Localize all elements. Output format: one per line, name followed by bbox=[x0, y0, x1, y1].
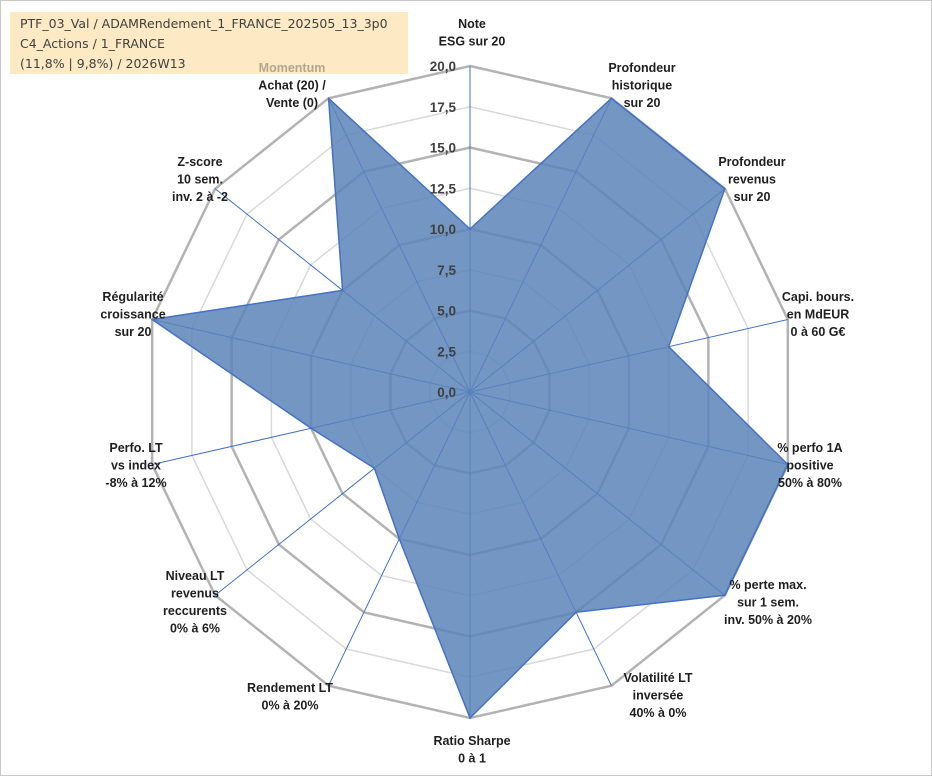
axis-label: Perfo. LT vs index -8% à 12% bbox=[105, 441, 166, 490]
tick-label: 0,0 bbox=[437, 385, 456, 400]
radar-axis-labels: Note ESG sur 20 Profondeur historique sur 20… bbox=[100, 17, 854, 766]
data-point bbox=[667, 345, 670, 348]
info-category-line: C4_Actions / 1_FRANCE bbox=[20, 36, 165, 51]
data-point bbox=[327, 97, 330, 100]
axis-label: Z-score 10 sem. inv. 2 à -2 bbox=[172, 155, 228, 204]
axis-label: % perte max. sur 1 sem. inv. 50% à 20% bbox=[724, 578, 812, 627]
tick-label: 15,0 bbox=[430, 141, 456, 156]
radar-series bbox=[151, 97, 789, 719]
axis-label: Profondeur historique sur 20 bbox=[608, 61, 675, 110]
data-point bbox=[398, 538, 401, 540]
data-point bbox=[575, 611, 577, 614]
axis-label: Ratio Sharpe 0 à 1 bbox=[433, 734, 510, 766]
data-point bbox=[724, 594, 726, 597]
data-point bbox=[469, 228, 471, 230]
tick-label: 17,5 bbox=[430, 100, 457, 115]
data-point bbox=[341, 289, 344, 292]
tick-label: 20,0 bbox=[430, 59, 456, 74]
radar-tick-labels: 0,0 2,5 5,0 7,5 10,0 12,5 15,0 17,5 20,0 bbox=[430, 59, 457, 400]
axis-label: Régularité croissance sur 20 bbox=[100, 290, 165, 339]
data-point bbox=[151, 318, 153, 321]
data-point bbox=[310, 427, 312, 430]
axis-label: Capi. bours. en MdEUR 0 à 60 G€ bbox=[782, 290, 854, 339]
axis-label: Volatilité LT inversée 40% à 0% bbox=[624, 671, 693, 720]
axis-label: Rendement LT 0% à 20% bbox=[247, 681, 333, 713]
data-point bbox=[787, 463, 789, 466]
axis-label: Profondeur revenus sur 20 bbox=[718, 155, 785, 204]
axis-label: Niveau LT revenus reccurents 0% à 6% bbox=[163, 569, 227, 636]
data-point bbox=[724, 187, 726, 190]
info-box: PTF_03_Val / ADAMRendement_1_FRANCE_2025… bbox=[10, 12, 408, 74]
axis-label: Momentum Achat (20) / Vente (0) bbox=[258, 61, 326, 110]
axis-label: % perfo 1A positive 50% à 80% bbox=[777, 441, 842, 490]
tick-label: 5,0 bbox=[437, 304, 456, 319]
info-portfolio-line: PTF_03_Val / ADAMRendement_1_FRANCE_2025… bbox=[20, 16, 388, 31]
info-stats-line: (11,8% | 9,8%) / 2026W13 bbox=[20, 56, 186, 71]
data-point bbox=[373, 467, 376, 470]
data-point bbox=[610, 97, 613, 100]
tick-label: 12,5 bbox=[430, 181, 457, 196]
tick-label: 7,5 bbox=[437, 263, 456, 278]
axis-label: Note ESG sur 20 bbox=[439, 17, 506, 49]
tick-label: 2,5 bbox=[437, 344, 456, 359]
tick-label: 10,0 bbox=[430, 222, 456, 237]
data-point bbox=[469, 717, 471, 719]
